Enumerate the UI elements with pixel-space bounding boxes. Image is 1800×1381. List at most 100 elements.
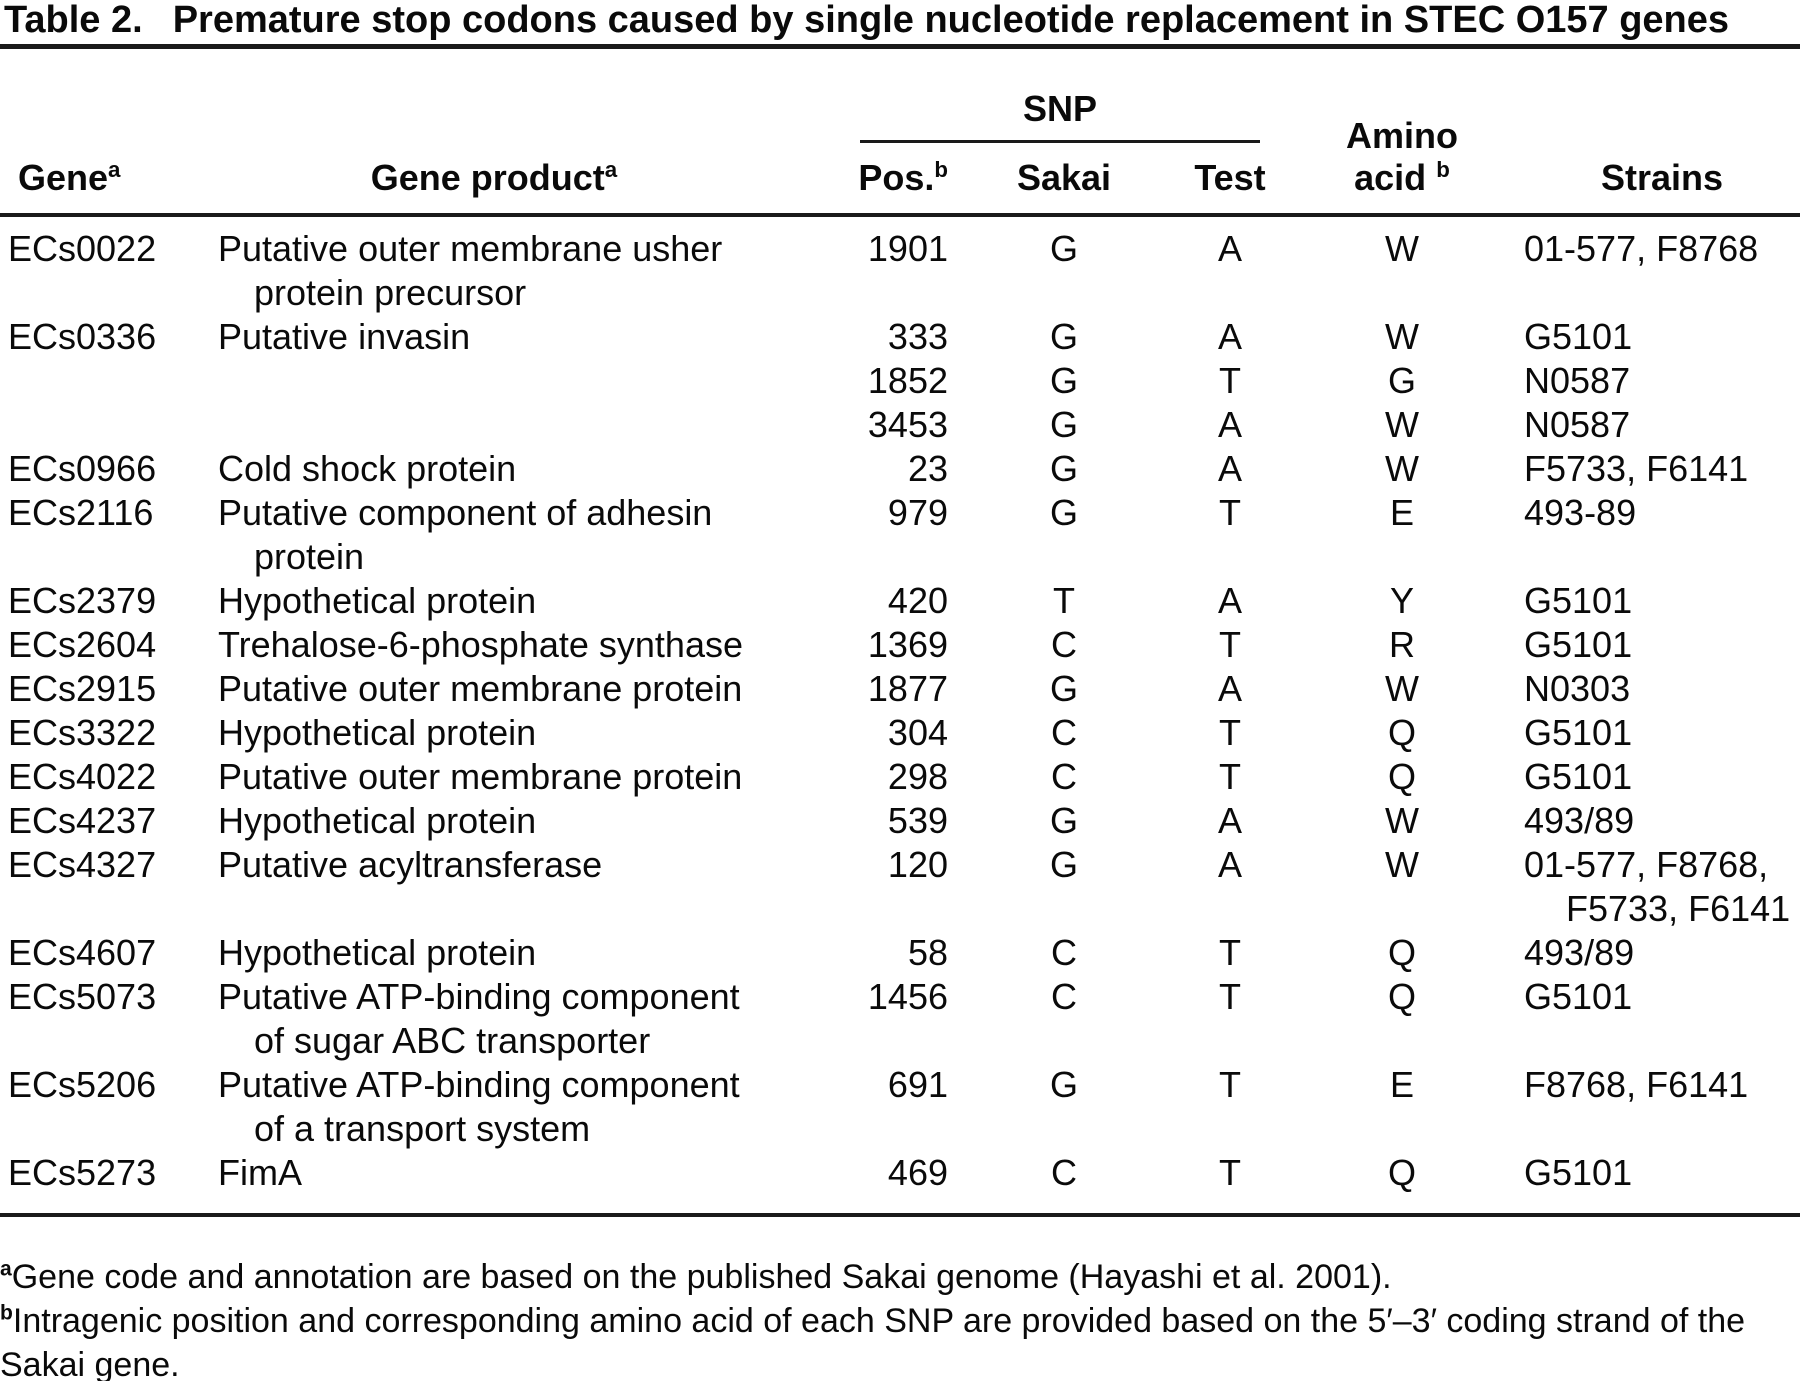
cell-amino-acid: Q <box>1387 932 1416 973</box>
cell-snp-test: T <box>1219 756 1241 797</box>
footnote-b-text: Intragenic position and corresponding am… <box>0 1302 1746 1381</box>
cell-snp-pos: 691 <box>887 1064 948 1105</box>
cell-gene-product: FimA <box>218 1152 302 1193</box>
header-amino-line1: Amino <box>1346 115 1458 156</box>
cell-gene: ECs3322 <box>8 712 157 753</box>
cell-snp-sakai: G <box>1049 492 1078 533</box>
cell-snp-test: T <box>1219 1152 1241 1193</box>
cell-snp-sakai: C <box>1051 1152 1077 1193</box>
cell-amino-acid: W <box>1385 316 1419 357</box>
cell-gene: ECs4237 <box>8 800 157 841</box>
header-pos-sup: b <box>934 157 948 182</box>
cell-snp-sakai: G <box>1049 800 1078 841</box>
cell-snp-pos: 58 <box>907 932 948 973</box>
table-row: ECs2116 Putative component of adhesin pr… <box>0 491 1800 579</box>
cell-snp-test: A <box>1217 228 1242 269</box>
cell-snp-pos: 979 <box>887 492 948 533</box>
header-amino-acid: Amino acid b <box>1280 115 1524 199</box>
table-row: ECs5206 Putative ATP-binding component o… <box>0 1063 1800 1151</box>
cell-amino-acid: W <box>1385 448 1419 489</box>
cell-snp-pos: 298 <box>887 756 948 797</box>
header-gene-sup: a <box>108 157 121 182</box>
cell-amino-acid: Q <box>1387 712 1416 753</box>
table-body: ECs0022 Putative outer membrane usher pr… <box>0 217 1800 1213</box>
cell-snp-pos: 23 <box>907 448 948 489</box>
cell-snp-test: A <box>1217 404 1242 445</box>
cell-snp-pos: 1877 <box>867 668 948 709</box>
cell-strains: G5101 <box>1524 1152 1633 1193</box>
header-strains: Strains <box>1600 157 1724 198</box>
cell-snp-pos: 469 <box>887 1152 948 1193</box>
footnote-a-marker: a <box>0 1257 12 1281</box>
cell-snp-pos: 1369 <box>867 624 948 665</box>
title-rule <box>0 44 1800 49</box>
cell-strains: N0303 <box>1524 668 1631 709</box>
cell-snp-sakai: G <box>1049 668 1078 709</box>
cell-snp-sakai: C <box>1051 756 1077 797</box>
cell-amino-acid: W <box>1385 844 1419 885</box>
cell-gene-product: Putative invasin <box>218 316 471 357</box>
cell-gene-product: Putative component of adhesin protein <box>218 492 713 577</box>
cell-gene: ECs0966 <box>8 448 157 489</box>
cell-snp-sakai: G <box>1049 404 1078 445</box>
header-snp-group: SNP Pos.b Sakai Test <box>770 88 1280 199</box>
cell-gene-product: Putative outer membrane protein <box>218 756 743 797</box>
cell-gene-product: Putative ATP-binding component of sugar … <box>218 976 740 1061</box>
cell-snp-test: T <box>1219 1064 1241 1105</box>
header-snp-label: SNP <box>1022 88 1098 129</box>
cell-amino-acid: Q <box>1387 756 1416 797</box>
cell-amino-acid: E <box>1389 492 1414 533</box>
cell-amino-acid: R <box>1389 624 1415 665</box>
cell-snp-sakai: G <box>1049 1064 1078 1105</box>
cell-gene: ECs2379 <box>8 580 157 621</box>
cell-gene: ECs2915 <box>8 668 157 709</box>
table-row: ECs2604 Trehalose-6-phosphate synthase 1… <box>0 623 1800 667</box>
table-row: ECs0022 Putative outer membrane usher pr… <box>0 227 1800 315</box>
cell-strains: F5733, F6141 <box>1524 448 1749 489</box>
cell-gene: ECs0336 <box>8 316 157 357</box>
snp-subheaders: Pos.b Sakai Test <box>770 157 1280 199</box>
table-row: ECs0336 Putative invasin 333 G A W G5101 <box>0 315 1800 359</box>
cell-strains: F8768, F6141 <box>1524 1064 1749 1105</box>
table-number: Table 2. <box>4 0 143 41</box>
footnote-b-marker: b <box>0 1301 13 1325</box>
table-row: ECs5273 FimA 469 C T Q G5101 <box>0 1151 1800 1195</box>
column-headers: Genea Gene producta SNP Pos.b Sakai Test… <box>0 49 1800 213</box>
cell-gene: ECs4607 <box>8 932 157 973</box>
cell-gene: ECs5206 <box>8 1064 157 1105</box>
cell-gene <box>0 359 218 403</box>
cell-amino-acid: W <box>1385 800 1419 841</box>
cell-gene-product: Hypothetical protein <box>218 712 537 753</box>
header-amino-line2: acid b <box>1354 157 1450 198</box>
cell-gene-product: Putative outer membrane protein <box>218 668 743 709</box>
cell-gene <box>0 403 218 447</box>
cell-snp-pos: 3453 <box>867 404 948 445</box>
table-row: ECs5073 Putative ATP-binding component o… <box>0 975 1800 1063</box>
cell-snp-sakai: C <box>1051 976 1077 1017</box>
header-amino-sup: b <box>1436 157 1450 182</box>
cell-snp-test: A <box>1217 800 1242 841</box>
cell-snp-sakai: T <box>1053 580 1075 621</box>
cell-gene: ECs5273 <box>8 1152 157 1193</box>
table-row: 1852 G T G N0587 <box>0 359 1800 403</box>
cell-snp-test: T <box>1219 492 1241 533</box>
cell-snp-test: A <box>1217 316 1242 357</box>
footnote-a-text: Gene code and annotation are based on th… <box>11 1258 1392 1296</box>
cell-snp-pos: 1901 <box>867 228 948 269</box>
footnote-a: aGene code and annotation are based on t… <box>0 1255 1796 1299</box>
table-row: ECs4607 Hypothetical protein 58 C T Q 49… <box>0 931 1800 975</box>
cell-amino-acid: E <box>1389 1064 1414 1105</box>
cell-amino-acid: G <box>1387 360 1416 401</box>
cell-strains: 493/89 <box>1524 800 1635 841</box>
cell-snp-sakai: C <box>1051 712 1077 753</box>
header-pos: Pos.b <box>858 157 948 198</box>
cell-snp-pos: 420 <box>887 580 948 621</box>
cell-strains: G5101 <box>1524 756 1633 797</box>
cell-gene-product: Trehalose-6-phosphate synthase <box>218 624 743 665</box>
footnote-b: bIntragenic position and corresponding a… <box>0 1299 1796 1381</box>
cell-snp-sakai: C <box>1051 932 1077 973</box>
cell-strains: G5101 <box>1524 624 1633 665</box>
header-sakai: Sakai <box>1016 157 1112 198</box>
cell-gene-product: Hypothetical protein <box>218 932 537 973</box>
